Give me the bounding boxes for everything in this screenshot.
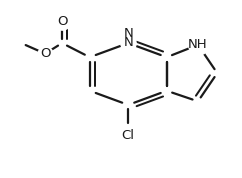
- Text: Cl: Cl: [122, 129, 135, 142]
- Text: O: O: [57, 15, 67, 28]
- Text: N: N: [123, 36, 133, 49]
- Text: NH: NH: [188, 38, 208, 51]
- Text: N: N: [123, 27, 133, 40]
- Text: O: O: [40, 47, 51, 60]
